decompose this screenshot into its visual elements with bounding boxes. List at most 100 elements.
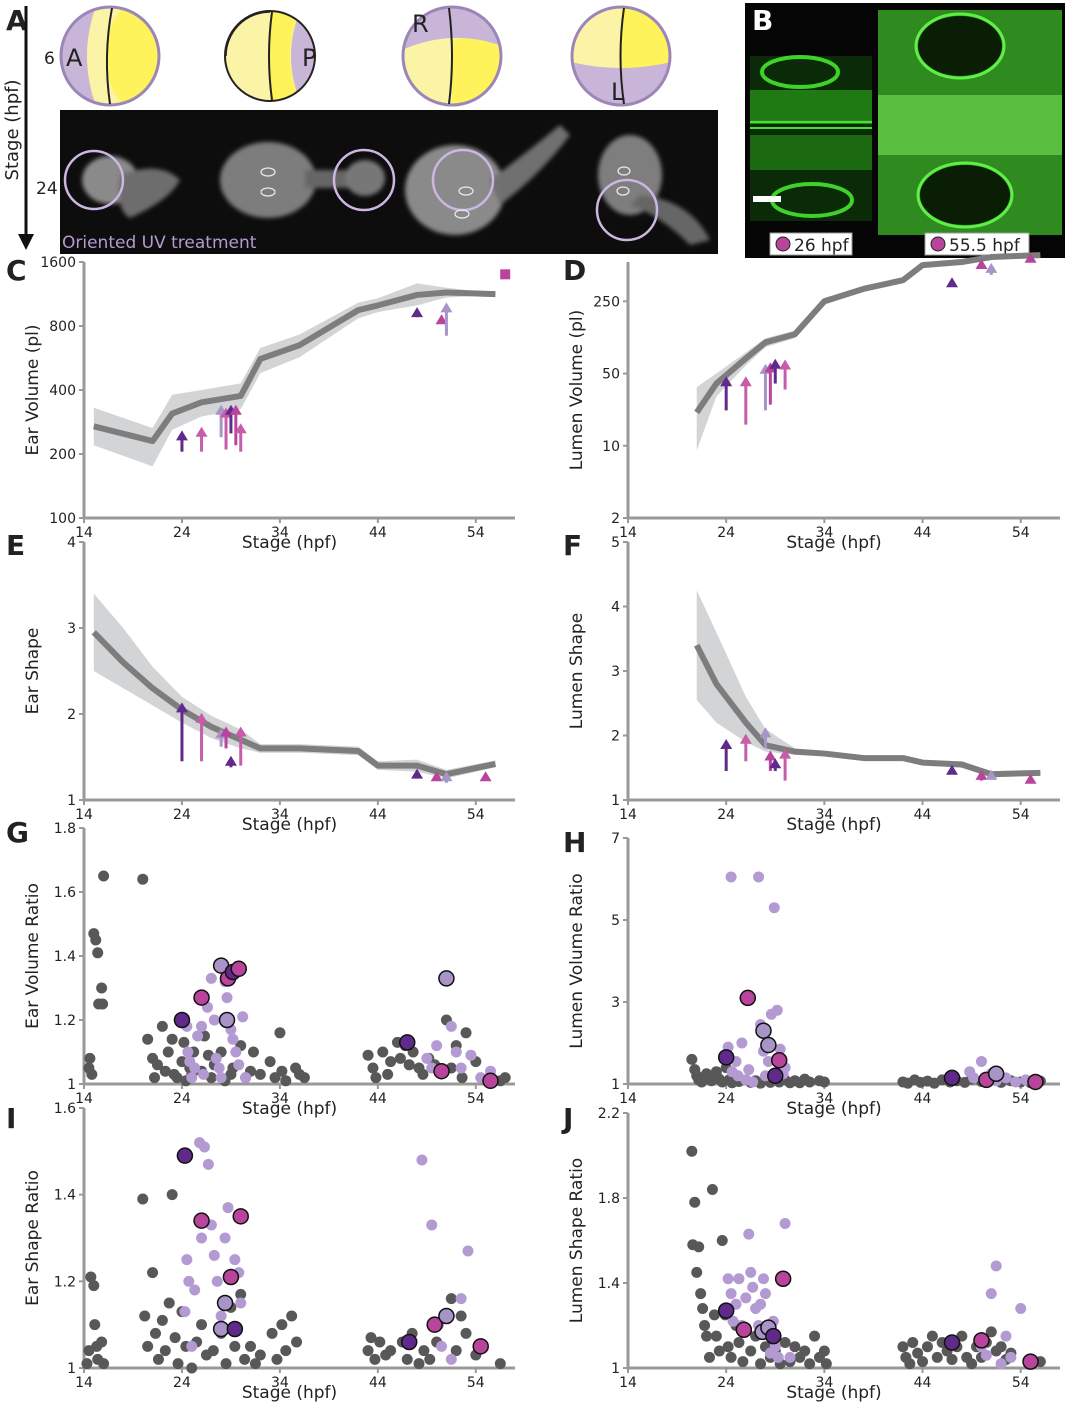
chart-d-arrow-head (985, 262, 998, 273)
chart-j-point-treated (772, 1351, 784, 1363)
chart-g-point-treated (227, 1033, 239, 1045)
chart-g-point-control (385, 1056, 397, 1068)
chart-g-x-axis-label: Stage (hpf) (242, 1099, 337, 1119)
stage-bottom-tick: 24 (36, 179, 58, 199)
chart-j-point-control (710, 1330, 722, 1342)
chart-i-point-treated (235, 1297, 247, 1309)
chart-c-arrow-head (440, 302, 453, 313)
chart-g-point-control (460, 1027, 472, 1039)
chart-f-x-tick-label: 34 (815, 807, 833, 823)
chart-c-x-tick-label: 24 (173, 525, 191, 541)
chart-c-y-tick-label: 800 (49, 319, 76, 335)
chart-d-change-arrow (1024, 252, 1037, 263)
chart-g-point-control (176, 1056, 188, 1068)
chart-j-y-axis-label: Lumen Shape Ratio (567, 1158, 587, 1323)
chart-c-arrow-head (435, 314, 448, 325)
chart-i-point-control (445, 1293, 457, 1305)
chart-g-point-control (142, 1033, 154, 1045)
chart-g-point-control (499, 1072, 511, 1084)
chart-i-point-treated (222, 1202, 234, 1214)
chart-g-point-control (276, 1065, 288, 1077)
chart-i-point-control (139, 1310, 151, 1322)
chart-j-point-control (926, 1330, 938, 1342)
chart-h-point-highlighted (770, 1051, 788, 1069)
chart-f-change-arrow (975, 769, 988, 781)
chart-g-point-treated (213, 1062, 225, 1074)
chart-j-point-control (745, 1345, 757, 1357)
chart-j-point-control (799, 1345, 811, 1357)
chart-e-y-axis-label: Ear Shape (23, 628, 43, 715)
chart-h-point-treated (753, 871, 765, 883)
chart-j-point-control (921, 1341, 933, 1353)
chart-f-change-arrow (759, 727, 772, 749)
chart-i-point-highlighted (176, 1147, 194, 1164)
chart-e-arrow-head (220, 726, 233, 737)
chart-f-y-tick-label: 5 (611, 535, 620, 551)
chart-d-change-arrow (779, 359, 792, 390)
chart-g-point-treated (205, 972, 217, 984)
chart-i-point-control (291, 1336, 303, 1348)
chart-g-point-highlighted (218, 1011, 236, 1029)
chart-i-point-control (159, 1345, 171, 1357)
chart-g-point-treated (233, 1059, 245, 1071)
chart-f-change-arrow (720, 738, 733, 771)
chart-j-point-control (691, 1266, 703, 1278)
chart-i-y-axis-label: Ear Shape Ratio (23, 1170, 43, 1306)
embryo-micrographs (82, 125, 710, 245)
chart-j-point-treated (747, 1281, 759, 1293)
chart-e-change-arrow (220, 726, 233, 749)
chart-j-point-treated (725, 1288, 737, 1300)
chart-j-y-tick-label: 1.8 (598, 1191, 620, 1207)
chart-j-point-treated (1015, 1303, 1027, 1314)
chart-j-y-tick-label: 1.4 (598, 1276, 620, 1292)
chart-f-arrow-head (779, 748, 792, 759)
chart-h-point-treated (771, 1004, 783, 1016)
panel-a-letter: A (6, 4, 28, 37)
chart-i-point-control (362, 1345, 374, 1357)
chart-h-point-highlighted (755, 1022, 772, 1039)
chart-g-point-control (456, 1072, 468, 1084)
chart-f-y-tick-label: 3 (611, 664, 620, 680)
chart-j-point-treated (1005, 1351, 1017, 1363)
chart-f-arrow-head (769, 758, 782, 769)
chart-i-point-control (413, 1358, 425, 1370)
chart-h-y-axis-label: Lumen Volume Ratio (567, 873, 587, 1048)
chart-j-point-control (713, 1345, 725, 1357)
chart-i-x-tick-label: 34 (271, 1375, 289, 1391)
chart-g-point-control (171, 1072, 183, 1084)
chart-e-change-arrow (479, 771, 492, 782)
legend-55-5hpf-label: 55.5 hpf (949, 236, 1021, 256)
chart-j-point-control (725, 1351, 737, 1363)
chart-h-x-axis-label: Stage (hpf) (786, 1099, 881, 1119)
chart-d-arrow-head (720, 376, 733, 387)
chart-g-point-control (254, 1068, 266, 1080)
chart-j-point-treated (740, 1292, 752, 1304)
chart-f-confidence-band (696, 590, 1041, 778)
chart-j-point-treated (733, 1273, 745, 1285)
chart-f-x-axis-label: Stage (hpf) (786, 815, 881, 835)
chart-g-point-treated (198, 1068, 210, 1080)
chart-i-point-control (96, 1336, 108, 1348)
chart-j-point-control (809, 1330, 821, 1342)
chart-i-point-control (245, 1340, 257, 1352)
chart-i-point-control (276, 1319, 288, 1331)
chart-f-change-arrow (769, 758, 782, 771)
chart-c-arrow-head (220, 407, 233, 418)
chart-h: 1 3 5 7 14 24 34 44 54 Stage (hpf) Lumen Volume Ra… (567, 831, 1060, 1119)
chart-d-y-tick-label: 250 (593, 294, 620, 310)
chart-g-point-treated (215, 1072, 227, 1084)
chart-j-point-treated (757, 1273, 769, 1285)
chart-e-arrow-head (479, 771, 492, 782)
chart-i-point-highlighted (426, 1316, 443, 1333)
chart-i-point-treated (179, 1306, 191, 1318)
confocal-ear-26hpf (750, 55, 872, 221)
chart-g-x-tick-label: 34 (271, 1091, 289, 1107)
chart-g-point-treated (208, 1014, 220, 1026)
chart-f-change-arrow (985, 769, 998, 780)
chart-h-x-tick-label: 14 (619, 1091, 637, 1107)
chart-j-point-control (708, 1309, 720, 1321)
chart-i-point-control (85, 1271, 97, 1283)
chart-c-arrow-head (229, 404, 242, 415)
ball-letter-a: A (66, 44, 83, 72)
chart-c-arrow-head (195, 426, 208, 437)
